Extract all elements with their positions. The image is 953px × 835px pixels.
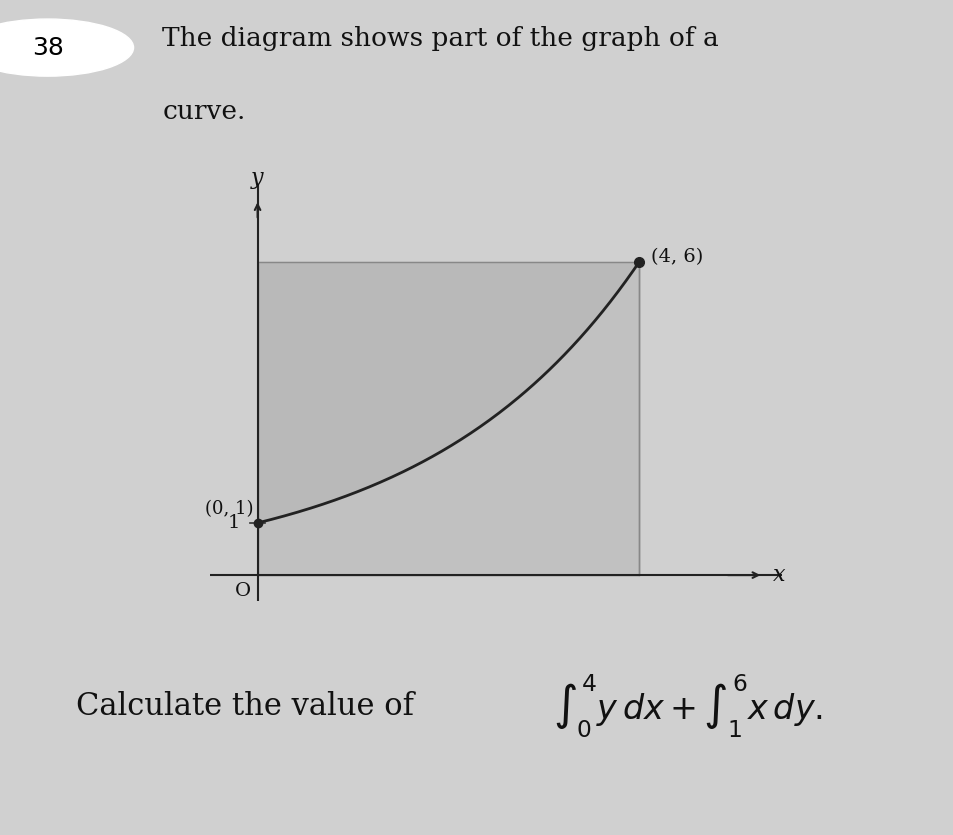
- Text: (4, 6): (4, 6): [650, 248, 702, 266]
- Text: 38: 38: [31, 36, 64, 59]
- Text: (0, 1): (0, 1): [205, 499, 253, 518]
- Text: The diagram shows part of the graph of a: The diagram shows part of the graph of a: [162, 26, 719, 51]
- Text: 1: 1: [228, 514, 240, 532]
- Text: x: x: [772, 564, 784, 586]
- Text: curve.: curve.: [162, 99, 245, 124]
- Text: y: y: [251, 167, 264, 189]
- Text: O: O: [235, 582, 251, 600]
- Circle shape: [0, 19, 133, 76]
- Text: $\int_0^4 y\,dx + \int_1^6 x\,dy.$: $\int_0^4 y\,dx + \int_1^6 x\,dy.$: [553, 673, 822, 740]
- Text: Calculate the value of: Calculate the value of: [76, 691, 423, 722]
